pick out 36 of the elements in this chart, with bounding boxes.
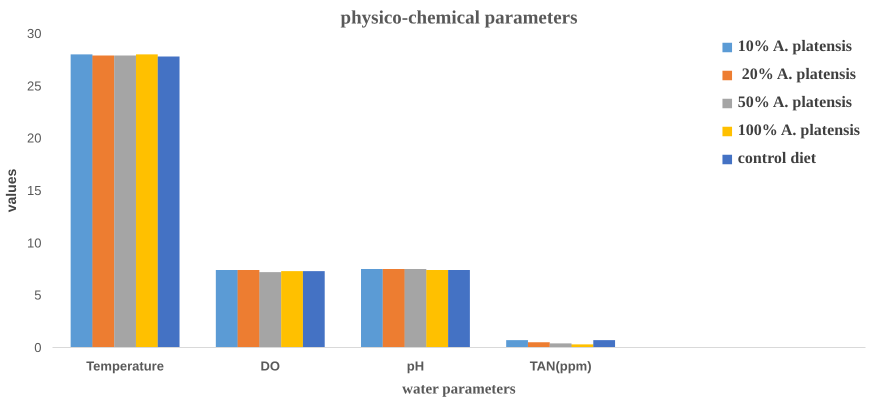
y-tick-label: 30: [27, 26, 42, 41]
bar: [281, 271, 303, 348]
bar: [216, 270, 238, 348]
x-tick-label: TAN(ppm): [530, 358, 592, 374]
bar: [302, 271, 325, 348]
bar: [158, 56, 180, 348]
bar: [238, 270, 260, 348]
y-tick-label: 10: [27, 235, 42, 250]
bar: [70, 54, 92, 348]
y-tick-label: 25: [27, 78, 42, 94]
bar: [259, 272, 282, 348]
y-tick-label: 5: [34, 288, 42, 303]
bar: [448, 270, 470, 348]
legend-label: 100% A. platensis: [738, 122, 860, 140]
legend-label: control diet: [738, 150, 816, 168]
x-axis-title: water parameters: [402, 382, 516, 398]
y-tick-label: 15: [27, 183, 42, 198]
y-tick-label: 0: [34, 340, 42, 355]
bar: [426, 270, 448, 348]
legend-label: 50% A. platensis: [738, 94, 852, 112]
y-axis-title: values: [3, 168, 20, 212]
y-tick-label: 20: [27, 130, 42, 146]
bar: [361, 269, 383, 348]
legend-label: 10% A. platensis: [738, 38, 852, 56]
bar: [404, 269, 426, 348]
bar: [114, 55, 136, 348]
chart-title: physico-chemical parameters: [340, 8, 578, 28]
bar: [136, 54, 158, 348]
x-tick-label: Temperature: [86, 358, 164, 374]
bar: [506, 340, 528, 348]
bar: [92, 55, 114, 348]
bar: [382, 269, 405, 348]
x-tick-label: pH: [406, 358, 424, 374]
x-tick-label: DO: [260, 358, 280, 374]
legend-label: 20% A. platensis: [740, 66, 856, 84]
bar: [593, 340, 616, 348]
